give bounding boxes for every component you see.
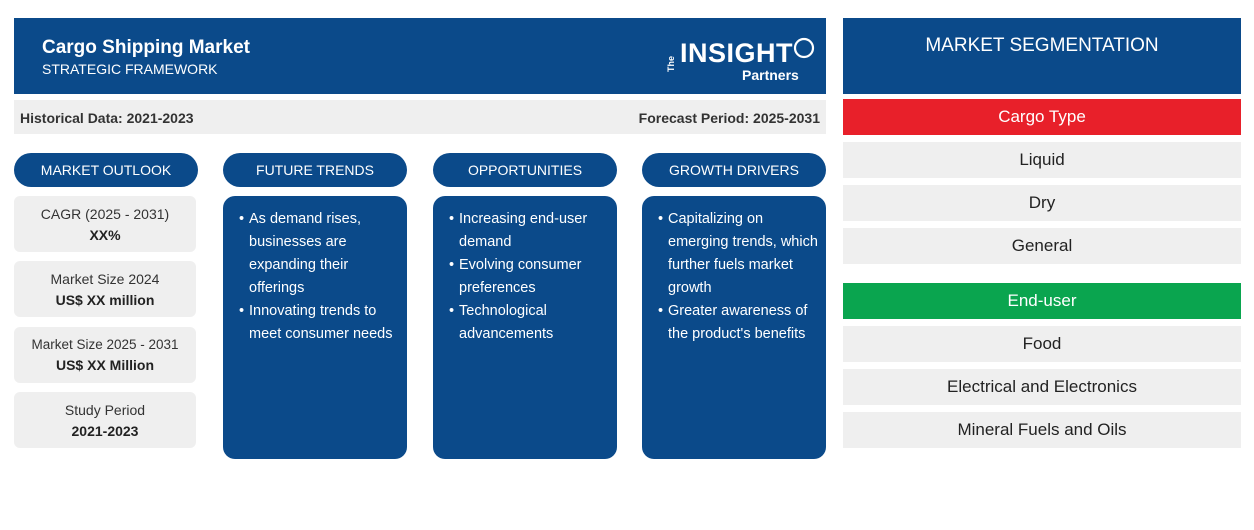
list-item: Evolving consumer preferences <box>449 254 609 300</box>
market-segmentation-title: MARKET SEGMENTATION <box>843 18 1241 94</box>
stat-value: XX% <box>89 227 121 243</box>
cargo-type-heading: Cargo Type <box>843 99 1241 135</box>
period-bar: Historical Data: 2021-2023 Forecast Peri… <box>14 100 826 134</box>
opportunities-heading: OPPORTUNITIES <box>433 153 617 187</box>
segment-item: Dry <box>843 185 1241 221</box>
stat-label: Market Size 2025 - 2031 <box>31 337 179 352</box>
list-item: Technological advancements <box>449 300 609 346</box>
list-item: Capitalizing on emerging trends, which f… <box>658 208 818 300</box>
segment-item: Electrical and Electronics <box>843 369 1241 405</box>
opportunities-card: Increasing end-user demand Evolving cons… <box>433 196 617 459</box>
list-item: Innovating trends to meet consumer needs <box>239 300 399 346</box>
stat-label: Study Period <box>64 402 146 418</box>
insight-partners-logo: The INSIGHT Partners <box>666 34 816 84</box>
segment-item: Mineral Fuels and Oils <box>843 412 1241 448</box>
report-title: Cargo Shipping Market <box>42 37 250 58</box>
segment-item: Food <box>843 326 1241 362</box>
segment-item: Liquid <box>843 142 1241 178</box>
study-period-box: Study Period 2021-2023 <box>14 392 196 448</box>
market-size-forecast-box: Market Size 2025 - 2031 US$ XX Million <box>14 327 196 383</box>
historical-data: Historical Data: 2021-2023 <box>20 110 194 126</box>
stat-value: US$ XX million <box>55 292 155 308</box>
forecast-period: Forecast Period: 2025-2031 <box>638 110 820 126</box>
future-trends-card: As demand rises, businesses are expandin… <box>223 196 407 459</box>
stat-label: Market Size 2024 <box>50 271 160 287</box>
market-outlook-heading: MARKET OUTLOOK <box>14 153 198 187</box>
end-user-heading: End-user <box>843 283 1241 319</box>
list-item: As demand rises, businesses are expandin… <box>239 208 399 300</box>
future-trends-heading: FUTURE TRENDS <box>223 153 407 187</box>
growth-drivers-card: Capitalizing on emerging trends, which f… <box>642 196 826 459</box>
list-item: Greater awareness of the product's benef… <box>658 300 818 346</box>
report-header: Cargo Shipping Market STRATEGIC FRAMEWOR… <box>14 18 826 94</box>
stat-label: CAGR (2025 - 2031) <box>40 206 170 222</box>
stat-value: 2021-2023 <box>71 423 139 439</box>
list-item: Increasing end-user demand <box>449 208 609 254</box>
segment-item: General <box>843 228 1241 264</box>
growth-drivers-heading: GROWTH DRIVERS <box>642 153 826 187</box>
report-subtitle: STRATEGIC FRAMEWORK <box>42 61 218 77</box>
market-size-2024-box: Market Size 2024 US$ XX million <box>14 261 196 317</box>
stat-value: US$ XX Million <box>55 357 154 373</box>
cagr-box: CAGR (2025 - 2031) XX% <box>14 196 196 252</box>
logo-ring-icon <box>793 37 815 59</box>
